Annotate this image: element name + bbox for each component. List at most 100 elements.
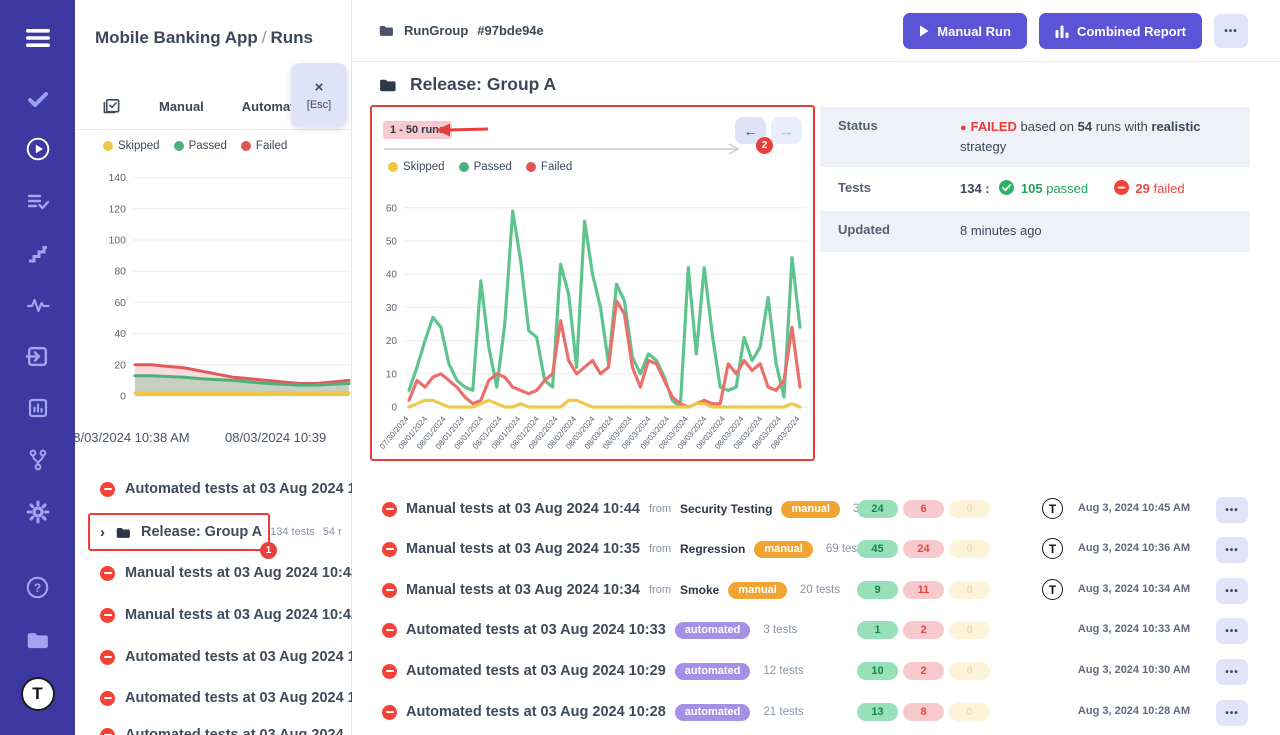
- skipped-pill: 0: [949, 581, 990, 599]
- failed-status-icon: [382, 583, 397, 598]
- svg-text:60: 60: [114, 297, 126, 309]
- failed-dot-icon: ●: [960, 122, 967, 134]
- row-more-button[interactable]: •••: [1216, 537, 1248, 563]
- manual-run-button[interactable]: Manual Run: [903, 13, 1027, 49]
- skipped-pill: 0: [949, 500, 990, 518]
- row-more-button[interactable]: •••: [1216, 618, 1248, 644]
- sidebar-item-plans[interactable]: [0, 182, 75, 226]
- svg-text:100: 100: [108, 235, 126, 247]
- sidebar-item-pulls[interactable]: [0, 337, 75, 381]
- main-content: RunGroup #97bde94e Manual Run Combined R…: [352, 0, 1280, 735]
- row-more-button[interactable]: •••: [1216, 578, 1248, 604]
- page-title: Runs: [271, 28, 314, 47]
- skipped-pill: 0: [949, 540, 990, 558]
- group-info-panel: Status ●FAILED based on 54 runs with rea…: [820, 107, 1250, 254]
- run-row[interactable]: Automated tests at 03 Aug 2024 10:33 aut…: [352, 611, 1280, 649]
- status-text: runs with: [1096, 119, 1148, 134]
- group-section-title: Release: Group A: [378, 74, 556, 95]
- run-tests-count: 20 tests: [800, 584, 840, 596]
- failed-pill: 6: [903, 500, 944, 518]
- list-item[interactable]: Automated tests at 03 Aug 2024 10: [75, 638, 352, 676]
- failed-status-icon: [100, 650, 115, 665]
- annotation-step-badge-1: 1: [260, 542, 277, 559]
- updated-value: 8 minutes ago: [960, 221, 1240, 241]
- svg-text:40: 40: [386, 270, 398, 281]
- multiselect-icon[interactable]: [102, 97, 121, 116]
- skipped-dot-icon: [103, 141, 113, 151]
- run-timestamp: Aug 3, 2024 10:36 AM: [1078, 542, 1190, 554]
- annotation-highlight-box-1: [88, 513, 270, 551]
- sidebar-item-milestones[interactable]: [0, 234, 75, 278]
- app-logo[interactable]: T: [0, 672, 75, 716]
- annotation-step-badge-2: 2: [756, 137, 773, 154]
- run-title[interactable]: Manual tests at 03 Aug 2024 10:35: [406, 541, 640, 557]
- esc-hint: [Esc]: [307, 99, 331, 111]
- svg-text:40: 40: [114, 328, 126, 340]
- run-title[interactable]: Automated tests at 03 Aug 2024 10:33: [406, 622, 666, 638]
- legend-passed: Passed: [189, 140, 227, 152]
- status-text: strategy: [960, 139, 1006, 154]
- rungroup-id: #97bde94e: [477, 23, 544, 38]
- failed-status-icon: [100, 566, 115, 581]
- folder-icon: [25, 627, 51, 658]
- run-label: Automated tests at 03 Aug 2024 10: [125, 481, 352, 497]
- sidebar-item-branches[interactable]: [0, 440, 75, 484]
- svg-text:30: 30: [386, 303, 398, 314]
- sidebar: ? T: [0, 0, 75, 735]
- row-more-button[interactable]: •••: [1216, 659, 1248, 685]
- close-overlay-button[interactable]: × [Esc]: [291, 63, 347, 127]
- run-title[interactable]: Manual tests at 03 Aug 2024 10:44: [406, 501, 640, 517]
- row-more-button[interactable]: •••: [1216, 700, 1248, 726]
- passed-check-icon: [999, 180, 1014, 195]
- list-item[interactable]: Automated tests at 03 Aug 2024 10: [75, 470, 352, 508]
- next-page-button[interactable]: →: [771, 117, 802, 144]
- failed-pill: 2: [903, 621, 944, 639]
- list-item[interactable]: Manual tests at 03 Aug 2024 10:43: [75, 554, 352, 592]
- xaxis-label-right: 08/03/2024 10:39: [225, 430, 326, 445]
- tests-failed-word: failed: [1153, 181, 1184, 196]
- sidebar-item-tests[interactable]: [0, 79, 75, 123]
- sidebar-item-help[interactable]: ?: [0, 568, 75, 612]
- failed-dot-icon: [526, 162, 536, 172]
- sidebar-item-runs[interactable]: [0, 129, 75, 173]
- run-row[interactable]: Automated tests at 03 Aug 2024 10:29 aut…: [352, 652, 1280, 690]
- run-type-badge: manual: [781, 501, 840, 518]
- run-row[interactable]: Manual tests at 03 Aug 2024 10:35 from R…: [352, 530, 1280, 568]
- sidebar-item-projects[interactable]: [0, 620, 75, 664]
- run-title[interactable]: Automated tests at 03 Aug 2024 10:28: [406, 704, 666, 720]
- play-circle-icon: [25, 136, 51, 167]
- run-row[interactable]: Manual tests at 03 Aug 2024 10:44 from S…: [352, 490, 1280, 528]
- header-more-button[interactable]: •••: [1214, 14, 1248, 48]
- run-row[interactable]: Manual tests at 03 Aug 2024 10:34 from S…: [352, 571, 1280, 609]
- run-title[interactable]: Manual tests at 03 Aug 2024 10:34: [406, 582, 640, 598]
- list-item[interactable]: Automated tests at 03 Aug 2024 10: [75, 679, 352, 717]
- close-icon[interactable]: ×: [315, 80, 324, 95]
- list-item[interactable]: Automated tests at 03 Aug 2024: [75, 716, 352, 735]
- report-bars-icon: [1055, 25, 1069, 38]
- passed-pill: 13: [857, 703, 898, 721]
- run-source: Regression: [680, 542, 745, 556]
- updated-label: Updated: [838, 221, 960, 241]
- project-name[interactable]: Mobile Banking App: [95, 28, 258, 47]
- run-title[interactable]: Automated tests at 03 Aug 2024 10:29: [406, 663, 666, 679]
- tests-label: Tests: [838, 179, 960, 199]
- timeline-arrow-icon: [384, 143, 748, 155]
- menu-button[interactable]: [0, 18, 75, 62]
- run-timestamp: Aug 3, 2024 10:45 AM: [1078, 502, 1190, 514]
- sidebar-item-activity[interactable]: [0, 285, 75, 329]
- sidebar-item-settings[interactable]: [0, 492, 75, 536]
- from-label: from: [649, 543, 671, 555]
- list-item[interactable]: Manual tests at 03 Aug 2024 10:42: [75, 596, 352, 634]
- from-label: from: [649, 503, 671, 515]
- status-label: Status: [838, 117, 960, 157]
- from-label: from: [649, 584, 671, 596]
- annotation-arrow-icon: [436, 120, 490, 140]
- status-value: ●FAILED based on 54 runs with realistic …: [960, 117, 1240, 157]
- tab-manual[interactable]: Manual: [159, 99, 204, 114]
- skipped-pill: 0: [949, 662, 990, 680]
- combined-report-button[interactable]: Combined Report: [1039, 13, 1202, 49]
- run-row[interactable]: Automated tests at 03 Aug 2024 10:28 aut…: [352, 693, 1280, 731]
- row-more-button[interactable]: •••: [1216, 497, 1248, 523]
- tests-value: 134 : 105 passed 29 failed: [960, 179, 1240, 199]
- sidebar-item-analytics[interactable]: [0, 388, 75, 432]
